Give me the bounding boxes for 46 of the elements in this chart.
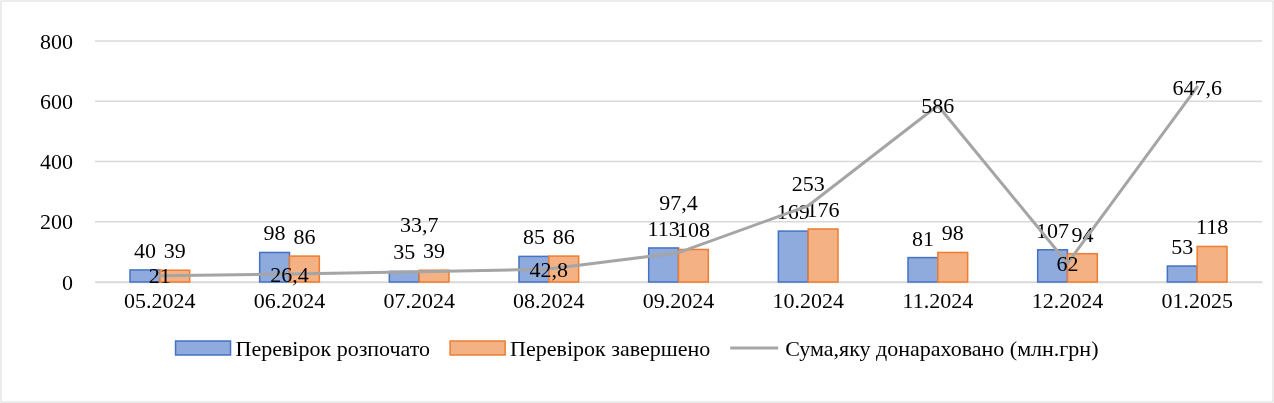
x-tick-label: 01.2025 — [1161, 287, 1233, 313]
data-label: 39 — [423, 238, 446, 264]
y-tick-label: 600 — [40, 88, 73, 114]
x-tick-label: 07.2024 — [383, 287, 455, 313]
data-label: 39 — [163, 238, 186, 264]
data-label: 53 — [1171, 234, 1194, 260]
bar — [677, 248, 710, 283]
data-label: 86 — [293, 224, 316, 250]
y-tick-label: 200 — [40, 209, 73, 235]
bar — [647, 247, 680, 283]
data-label: 253 — [791, 171, 825, 197]
x-tick-label: 09.2024 — [642, 287, 715, 313]
data-label: 98 — [263, 220, 286, 246]
data-label: 85 — [522, 224, 545, 250]
data-label: 98 — [941, 220, 964, 246]
data-label: 97,4 — [659, 190, 698, 216]
bar — [1196, 245, 1228, 283]
data-label: 35 — [393, 239, 416, 265]
x-tick-label: 05.2024 — [124, 287, 196, 313]
data-label: 42,8 — [529, 256, 569, 282]
bar — [777, 230, 809, 283]
data-label: 586 — [921, 93, 955, 119]
x-tick-label: 10.2024 — [772, 287, 844, 313]
data-label: 40 — [133, 237, 156, 263]
data-label: 647,6 — [1172, 74, 1222, 100]
x-tick-label: 06.2024 — [253, 287, 326, 313]
bar — [807, 228, 839, 283]
legend-label: Перевірок завершено — [510, 335, 711, 361]
legend-label: Перевірок розпочато — [235, 335, 431, 361]
data-label: 62 — [1056, 251, 1079, 277]
y-tick-label: 800 — [40, 28, 73, 54]
data-label: 81 — [911, 225, 934, 251]
data-label: 26,4 — [270, 261, 309, 287]
x-tick-label: 12.2024 — [1031, 287, 1104, 313]
data-label: 86 — [552, 224, 575, 250]
legend-label: Сума,яку донараховано (млн.грн) — [785, 335, 1099, 361]
y-tick-label: 400 — [40, 149, 73, 175]
bar — [907, 256, 939, 283]
bar — [937, 251, 969, 283]
bar — [1166, 265, 1198, 283]
data-label: 33,7 — [399, 211, 439, 237]
data-label: 21 — [148, 263, 171, 289]
x-tick-label: 11.2024 — [902, 287, 974, 313]
data-label: 118 — [1195, 214, 1229, 240]
y-tick-label: 0 — [62, 269, 73, 295]
x-tick-label: 08.2024 — [513, 287, 585, 313]
